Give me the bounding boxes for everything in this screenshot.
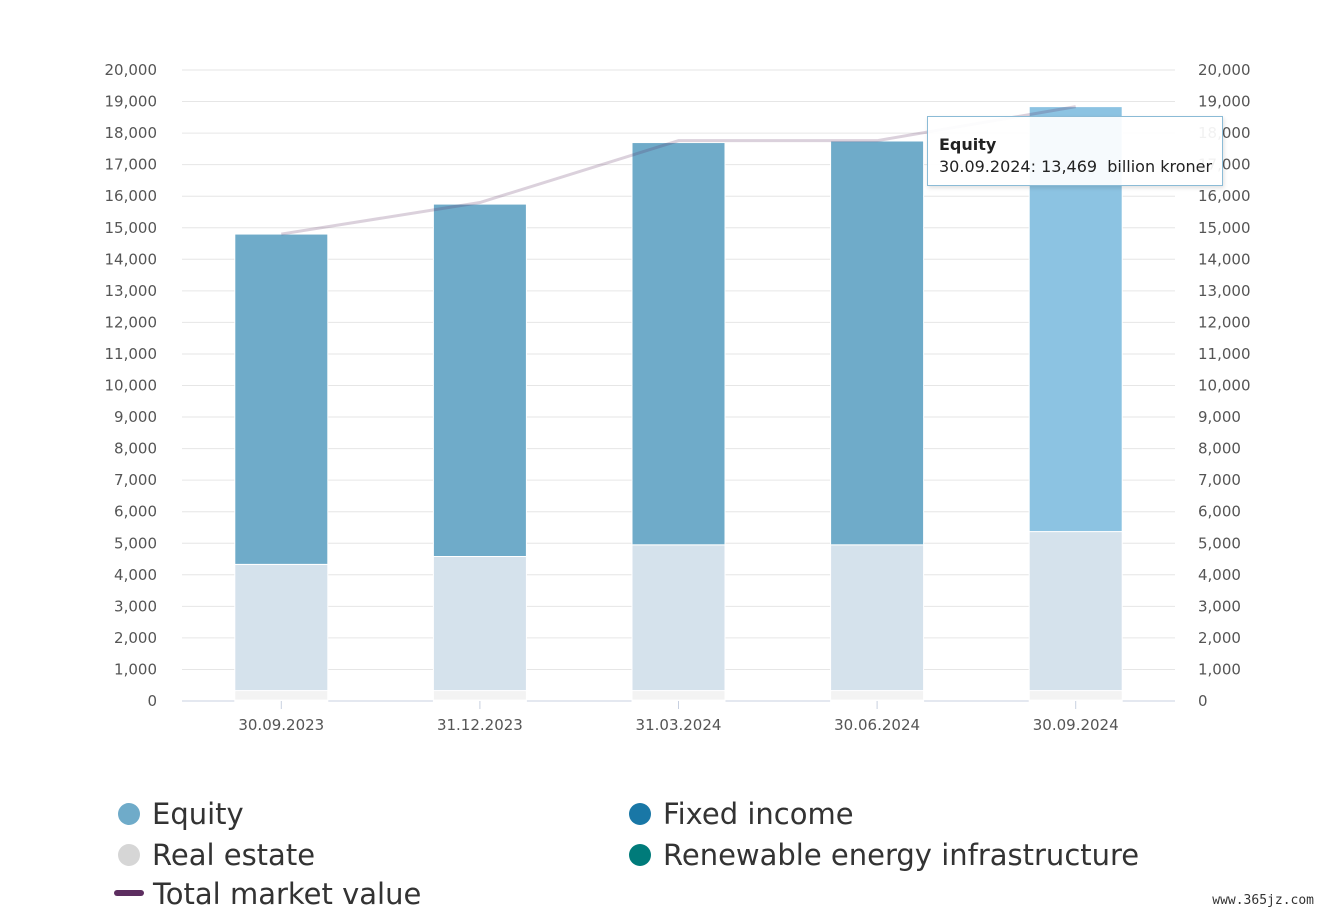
y-tick-label-right: 10,000 bbox=[1198, 377, 1251, 395]
bar-fixed-income bbox=[234, 563, 329, 692]
y-tick-label-left: 0 bbox=[147, 692, 157, 710]
bar-equity bbox=[234, 233, 329, 565]
legend-item-real-estate[interactable]: Real estate bbox=[118, 838, 315, 872]
y-tick-label-left: 15,000 bbox=[105, 219, 158, 237]
legend-label-real-estate: Real estate bbox=[152, 838, 316, 872]
y-tick-label-right: 6,000 bbox=[1198, 503, 1241, 521]
y-tick-label-right: 1,000 bbox=[1198, 660, 1241, 678]
renewable-legend-dot bbox=[629, 844, 651, 866]
legend-label-renewable: Renewable energy infrastructure bbox=[663, 838, 1140, 872]
y-tick-label-left: 19,000 bbox=[105, 93, 158, 111]
y-tick-label-right: 8,000 bbox=[1198, 440, 1241, 458]
y-tick-label-left: 1,000 bbox=[114, 660, 157, 678]
y-tick-label-right: 13,000 bbox=[1198, 282, 1251, 300]
y-tick-label-right: 19,000 bbox=[1198, 93, 1251, 111]
y-tick-label-right: 20,000 bbox=[1198, 61, 1251, 79]
legend-label-fixed-income: Fixed income bbox=[663, 797, 854, 831]
y-tick-label-right: 0 bbox=[1198, 692, 1208, 710]
y-tick-label-left: 8,000 bbox=[114, 440, 157, 458]
y-tick-label-left: 7,000 bbox=[114, 471, 157, 489]
legend-item-renewable[interactable]: Renewable energy infrastructure bbox=[629, 838, 1139, 872]
legend-item-equity[interactable]: Equity bbox=[118, 797, 244, 831]
y-tick-label-right: 3,000 bbox=[1198, 597, 1241, 615]
bar-fixed-income bbox=[432, 556, 527, 692]
y-tick-label-left: 10,000 bbox=[105, 377, 158, 395]
y-tick-label-left: 5,000 bbox=[114, 534, 157, 552]
x-tick-label: 30.09.2023 bbox=[238, 716, 324, 734]
y-tick-label-left: 20,000 bbox=[105, 61, 158, 79]
y-tick-label-left: 14,000 bbox=[105, 250, 158, 268]
bar-real-estate bbox=[432, 690, 527, 701]
y-tick-label-right: 4,000 bbox=[1198, 566, 1241, 584]
y-tick-label-right: 5,000 bbox=[1198, 534, 1241, 552]
y-tick-label-right: 16,000 bbox=[1198, 187, 1251, 205]
x-tick-label: 30.06.2024 bbox=[834, 716, 920, 734]
y-tick-label-right: 12,000 bbox=[1198, 313, 1251, 331]
bar-real-estate bbox=[234, 690, 329, 701]
bar-fixed-income bbox=[830, 544, 925, 692]
x-tick-label: 31.03.2024 bbox=[636, 716, 722, 734]
y-tick-label-right: 7,000 bbox=[1198, 471, 1241, 489]
bar-fixed-income bbox=[631, 544, 726, 692]
y-tick-label-left: 16,000 bbox=[105, 187, 158, 205]
bar-chart: 0 0 1,000 1,000 2,000 2,000 3,000 3,000 4,000 4,0… bbox=[105, 61, 1251, 734]
tooltip-value: 30.09.2024: 13,469 billion kroner bbox=[939, 157, 1213, 176]
legend-item-total-market-value[interactable]: Total market value bbox=[114, 877, 421, 911]
y-tick-label-left: 2,000 bbox=[114, 629, 157, 647]
tooltip-title: Equity bbox=[939, 135, 997, 154]
y-tick-label-left: 4,000 bbox=[114, 566, 157, 584]
y-tick-label-right: 9,000 bbox=[1198, 408, 1241, 426]
x-tick-label: 31.12.2023 bbox=[437, 716, 523, 734]
watermark: www.365jz.com bbox=[1212, 893, 1314, 908]
y-tick-label-left: 6,000 bbox=[114, 503, 157, 521]
bar-real-estate bbox=[631, 690, 726, 701]
bar-fixed-income bbox=[1028, 531, 1123, 692]
bar-equity bbox=[432, 203, 527, 558]
fixed-income-legend-dot bbox=[629, 803, 651, 825]
equity-legend-dot bbox=[118, 803, 140, 825]
y-tick-label-right: 11,000 bbox=[1198, 345, 1251, 363]
y-tick-label-left: 12,000 bbox=[105, 313, 158, 331]
bar-equity bbox=[631, 142, 726, 546]
y-tick-label-left: 11,000 bbox=[105, 345, 158, 363]
y-tick-label-left: 9,000 bbox=[114, 408, 157, 426]
legend-label-total-market-value: Total market value bbox=[153, 877, 422, 911]
legend-label-equity: Equity bbox=[152, 797, 244, 831]
y-tick-label-right: 14,000 bbox=[1198, 250, 1251, 268]
total-market-value-legend-line bbox=[114, 890, 144, 896]
bar-equity bbox=[830, 140, 925, 546]
bar-real-estate bbox=[830, 690, 925, 701]
y-tick-label-left: 17,000 bbox=[105, 156, 158, 174]
chart-tooltip: Equity 30.09.2024: 13,469 billion kroner bbox=[927, 116, 1223, 186]
y-tick-label-right: 2,000 bbox=[1198, 629, 1241, 647]
y-tick-label-left: 18,000 bbox=[105, 124, 158, 142]
y-tick-label-left: 3,000 bbox=[114, 597, 157, 615]
bar-real-estate bbox=[1028, 690, 1123, 701]
x-tick-label: 30.09.2024 bbox=[1033, 716, 1119, 734]
y-tick-label-left: 13,000 bbox=[105, 282, 158, 300]
y-tick-label-right: 15,000 bbox=[1198, 219, 1251, 237]
legend-item-fixed-income[interactable]: Fixed income bbox=[629, 797, 854, 831]
real-estate-legend-dot bbox=[118, 844, 140, 866]
